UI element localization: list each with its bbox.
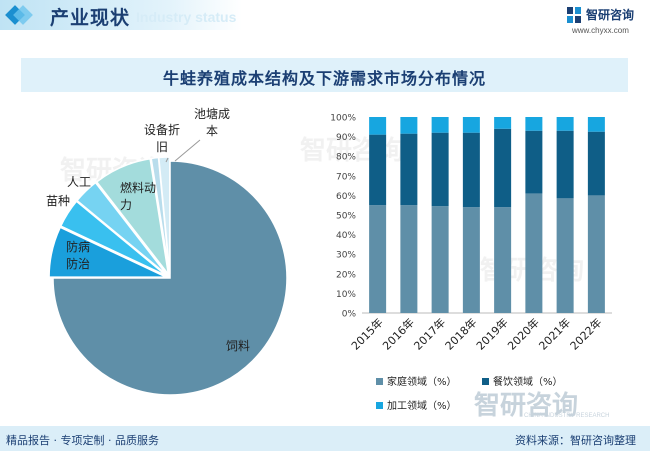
legend-label-1: 餐饮领域（%） — [493, 375, 563, 388]
bar-segment-1-0 — [369, 134, 387, 206]
pie-slice-3 — [76, 181, 168, 276]
bar-segment-1-6 — [556, 130, 574, 199]
pie-leader-line — [165, 157, 169, 163]
footer-source: 资料来源：智研咨询整理 — [515, 434, 636, 447]
legend-swatch-2 — [376, 402, 383, 409]
bar-segment-0-5 — [525, 193, 543, 313]
brand-name: 智研咨询 — [586, 8, 635, 22]
y-tick-label: 90% — [336, 133, 356, 143]
y-tick-label: 10% — [336, 290, 356, 300]
y-tick-label: 100% — [330, 114, 356, 124]
bar-segment-2-5 — [525, 117, 543, 131]
y-tick-label: 70% — [336, 172, 356, 182]
legend-label-0: 家庭领域（%） — [387, 375, 457, 388]
pie-leader-line — [174, 139, 201, 162]
bar-segment-0-0 — [369, 205, 387, 313]
pie-slice-6 — [157, 156, 171, 275]
bar-segment-1-5 — [525, 130, 543, 194]
y-tick-label: 30% — [336, 251, 356, 261]
chart-title-band: 牛蛙养殖成本结构及下游需求市场分布情况 — [21, 58, 628, 92]
bar-segment-0-1 — [400, 205, 418, 313]
bar-segment-0-4 — [494, 207, 512, 313]
legend-label-2: 加工领域（%） — [387, 399, 457, 412]
bar-segment-2-0 — [369, 117, 387, 135]
y-tick-label: 40% — [336, 231, 356, 241]
bar-segment-0-3 — [462, 207, 480, 313]
bar-segment-1-2 — [431, 132, 449, 207]
bar-segment-2-2 — [431, 117, 449, 133]
brand-logo-icon — [567, 7, 581, 23]
bar-segment-2-3 — [462, 117, 480, 133]
brand-url: www.chyxx.com — [572, 26, 629, 35]
bar-segment-2-7 — [587, 117, 605, 132]
bar-segment-2-4 — [494, 117, 512, 129]
x-tick-label: 2022年 — [567, 315, 604, 352]
watermark-subtitle: CHINA INDUSTRY RESEARCH — [524, 413, 610, 419]
x-tick-label: 2016年 — [380, 315, 417, 352]
bar-segment-0-6 — [556, 198, 574, 313]
y-tick-label: 20% — [336, 270, 356, 280]
x-tick-label: 2021年 — [536, 315, 573, 352]
pie-slice-1 — [48, 226, 167, 278]
y-tick-label: 60% — [336, 192, 356, 202]
pie-slice-2 — [59, 200, 168, 277]
pie-label-2: 苗种 — [46, 194, 70, 208]
legend-swatch-1 — [482, 378, 489, 385]
watermark-brand: 智研咨询 — [474, 391, 579, 421]
chart-title: 牛蛙养殖成本结构及下游需求市场分布情况 — [162, 69, 486, 88]
pie-label-6: 池塘成本 — [194, 106, 230, 138]
pie-label-5: 设备折旧 — [144, 122, 180, 154]
watermark-logo: 智研咨询 — [300, 136, 405, 166]
bar-segment-1-7 — [587, 131, 605, 196]
pie-slice-0 — [52, 160, 288, 396]
legend-swatch-0 — [376, 378, 383, 385]
x-tick-label: 2017年 — [411, 315, 448, 352]
y-tick-label: 80% — [336, 153, 356, 163]
pie-label-0: 饲料 — [226, 339, 250, 353]
bar-segment-0-7 — [587, 195, 605, 313]
pie-slice-4 — [95, 157, 170, 275]
bar-segment-1-4 — [494, 128, 512, 208]
y-tick-label: 50% — [336, 212, 356, 222]
footer-tagline: 精品报告 · 专项定制 · 品质服务 — [6, 434, 159, 447]
x-tick-label: 2018年 — [442, 315, 479, 352]
header-title: 产业现状 — [50, 7, 131, 29]
x-tick-label: 2019年 — [473, 315, 510, 352]
header-banner — [0, 0, 242, 30]
y-tick-label: 0% — [342, 310, 357, 320]
bar-segment-1-3 — [462, 132, 480, 208]
pie-label-3: 人工 — [67, 175, 91, 189]
page-header: Industry status 产业现状 智研咨询 www.chyxx.com — [0, 0, 650, 40]
pie-label-4: 燃料动力 — [120, 180, 156, 212]
bar-segment-1-1 — [400, 133, 418, 206]
pie-label-1: 防病防治 — [66, 239, 90, 271]
bar-segment-2-6 — [556, 117, 574, 131]
x-tick-label: 2015年 — [348, 315, 385, 352]
bar-segment-2-1 — [400, 117, 418, 134]
x-tick-label: 2020年 — [505, 315, 542, 352]
bar-segment-0-2 — [431, 206, 449, 313]
header-ghost-text: Industry status — [136, 9, 237, 25]
page-footer: 精品报告 · 专项定制 · 品质服务 资料来源：智研咨询整理 — [0, 426, 650, 451]
